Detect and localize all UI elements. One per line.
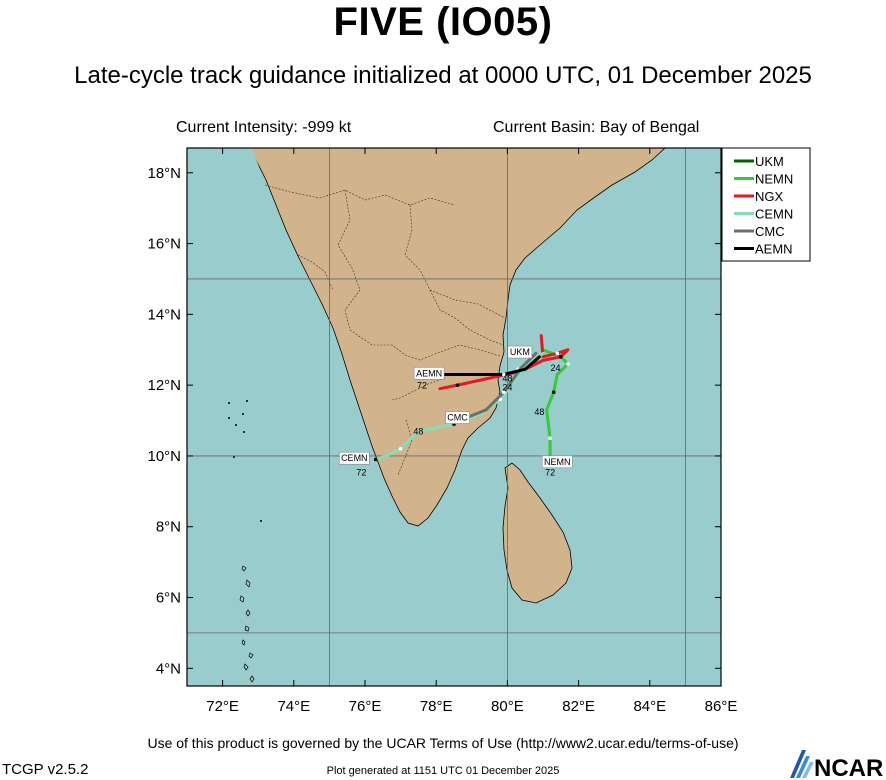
track-label: CEMN xyxy=(341,453,368,463)
track-label: CMC xyxy=(447,413,468,423)
chart-title: FIVE (IO05) xyxy=(333,0,553,44)
ncar-logo: NCAR xyxy=(790,750,883,780)
forecast-hour-label: 72 xyxy=(356,467,366,477)
lon-tick-label: 76°E xyxy=(349,698,382,715)
legend-label-aemn: AEMN xyxy=(755,242,793,257)
forecast-hour-label: 72 xyxy=(417,381,427,391)
chart-subtitle: Late-cycle track guidance initialized at… xyxy=(74,62,812,89)
lon-tick-label: 78°E xyxy=(420,698,453,715)
track-label-box xyxy=(339,451,370,465)
lat-tick-label: 8°N xyxy=(156,519,181,536)
track-point xyxy=(502,372,506,377)
legend: UKM NEMN NGX CEMN CMC AEMN xyxy=(721,147,811,262)
legend-label-cemn: CEMN xyxy=(755,207,793,222)
lat-tick-label: 10°N xyxy=(147,448,181,465)
lat-tick-label: 4°N xyxy=(156,660,181,677)
forecast-hour-label: 48 xyxy=(534,407,544,417)
maldives-islands xyxy=(239,565,255,683)
ncar-logo-text: NCAR xyxy=(814,755,883,780)
forecast-hour-label: 72 xyxy=(545,467,555,477)
sri-lanka xyxy=(502,462,573,604)
version-label: TCGP v2.5.2 xyxy=(2,761,89,778)
track-ngx xyxy=(438,334,570,391)
track-point xyxy=(566,362,570,366)
legend-label-ukm: UKM xyxy=(755,154,784,169)
map-frame xyxy=(186,147,722,687)
track-point xyxy=(455,383,460,387)
legend-label-nemn: NEMN xyxy=(755,172,793,187)
forecast-hour-label: 24 xyxy=(502,382,512,392)
track-label-box xyxy=(413,366,445,380)
track-label-box xyxy=(445,411,470,424)
track-point xyxy=(555,351,560,356)
terms-of-use: Use of this product is governed by the U… xyxy=(147,735,739,751)
lon-tick-label: 84°E xyxy=(633,698,666,715)
track-point xyxy=(548,436,552,441)
current-intensity: Current Intensity: -999 kt xyxy=(176,119,352,136)
lon-tick-label: 72°E xyxy=(206,698,239,715)
forecast-hour-label: 24 xyxy=(550,363,560,373)
lon-tick-label: 82°E xyxy=(562,698,595,715)
track-point xyxy=(551,390,556,395)
lakshadweep-islands xyxy=(228,400,262,522)
track-point xyxy=(502,390,506,395)
lon-tick-label: 74°E xyxy=(277,698,310,715)
legend-label-ngx: NGX xyxy=(755,189,784,204)
india-landmass xyxy=(187,148,666,527)
lat-tick-label: 6°N xyxy=(156,590,181,607)
track-label-box xyxy=(541,455,573,469)
ncar-logo-mark xyxy=(790,750,814,778)
india-west-sea-clip xyxy=(187,148,404,686)
legend-box xyxy=(721,147,811,262)
forecast-hour-label: 48 xyxy=(502,374,512,384)
lon-tick-label: 86°E xyxy=(705,698,738,715)
track-point xyxy=(559,355,563,359)
legend-label-cmc: CMC xyxy=(755,224,785,239)
lon-tick-label: 80°E xyxy=(491,698,524,715)
forecast-hour-label: 48 xyxy=(413,427,423,437)
track-label: UKM xyxy=(510,347,530,357)
axis-ticks: 72°E 74°E 76°E 78°E 80°E 82°E 84°E 86°E 4°N 6°N 8°… xyxy=(147,148,737,715)
current-basin: Current Basin: Bay of Bengal xyxy=(493,119,700,136)
lat-tick-label: 18°N xyxy=(147,165,181,182)
lat-tick-label: 16°N xyxy=(147,236,181,253)
track-point xyxy=(373,457,378,462)
track-label: AEMN xyxy=(416,368,442,378)
gridlines xyxy=(187,148,721,686)
track-label: NEMN xyxy=(544,457,571,467)
state-borders xyxy=(264,184,506,476)
generated-timestamp: Plot generated at 1151 UTC 01 December 2… xyxy=(326,765,560,777)
track-label-box xyxy=(507,345,533,359)
lat-tick-label: 14°N xyxy=(147,306,181,323)
track-point xyxy=(398,447,403,451)
lat-tick-label: 12°N xyxy=(147,377,181,394)
